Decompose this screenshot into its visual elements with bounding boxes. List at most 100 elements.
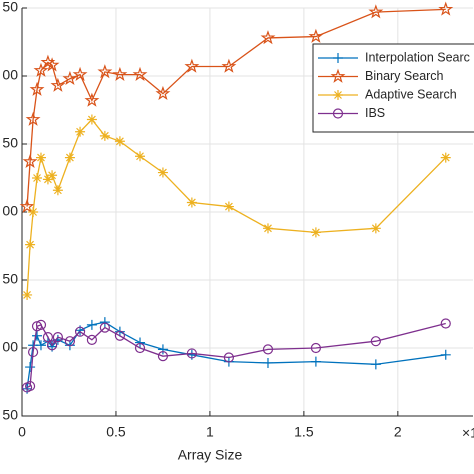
y-tick-label: 50 (2, 0, 18, 15)
x-tick-label: 0 (18, 424, 26, 440)
marker (86, 334, 98, 345)
x-tick-label: 1 (206, 424, 214, 440)
marker (27, 346, 39, 358)
marker (370, 336, 381, 347)
marker (24, 380, 36, 392)
marker (135, 337, 146, 348)
marker (52, 332, 63, 343)
marker (186, 197, 197, 208)
marker (35, 319, 47, 330)
marker (35, 152, 46, 163)
marker (50, 77, 66, 92)
marker (64, 336, 76, 347)
marker (22, 153, 38, 169)
marker (186, 348, 197, 359)
marker (64, 152, 75, 163)
legend-label: Interpolation Searc (365, 50, 470, 64)
x-tick-label: 1.5 (294, 424, 314, 440)
marker (46, 340, 58, 351)
legend-marker (333, 90, 343, 100)
marker (440, 152, 451, 163)
marker (72, 66, 88, 81)
marker (25, 111, 41, 126)
marker (32, 173, 43, 183)
marker (42, 332, 54, 343)
marker (223, 352, 234, 363)
marker (35, 340, 46, 351)
marker (25, 362, 36, 373)
marker (438, 1, 454, 16)
marker (310, 227, 321, 238)
y-tick-label: 00 (2, 67, 18, 83)
marker (157, 167, 168, 178)
marker (33, 62, 49, 77)
marker (135, 151, 146, 162)
marker (84, 92, 100, 107)
plot (19, 1, 454, 394)
marker (370, 359, 381, 370)
y-tick-label: 00 (2, 203, 18, 219)
x-tick-label: 0.5 (106, 424, 126, 440)
x-axis-label: Array Size (178, 447, 243, 463)
marker (132, 66, 148, 81)
legend-marker (332, 108, 344, 119)
x-exponent: ×1 (462, 425, 474, 441)
legend-marker (330, 68, 346, 83)
marker (134, 342, 146, 354)
marker (370, 223, 381, 234)
marker (97, 64, 113, 79)
x-tick-label: 2 (394, 424, 402, 440)
marker (440, 349, 451, 360)
marker (310, 356, 321, 367)
marker (262, 344, 274, 355)
marker (74, 326, 86, 337)
marker (260, 30, 276, 45)
y-tick-label: 50 (2, 135, 18, 151)
marker (99, 322, 110, 333)
marker (25, 239, 36, 250)
marker (32, 330, 43, 341)
legend: Interpolation Searc Binary Search Adaptive… (312, 43, 474, 133)
marker (308, 28, 324, 43)
series-line (26, 118, 447, 295)
marker (44, 57, 60, 72)
marker (99, 130, 110, 141)
series-line (26, 8, 446, 207)
marker (86, 114, 97, 125)
marker (262, 357, 273, 368)
marker (155, 85, 171, 101)
marker (221, 58, 237, 73)
legend-label: Adaptive Search (365, 87, 457, 101)
marker (440, 318, 451, 329)
marker (157, 351, 169, 362)
marker (29, 81, 45, 96)
marker (75, 126, 86, 137)
marker (112, 66, 128, 81)
marker (42, 174, 53, 185)
legend-label: IBS (365, 106, 385, 120)
marker (47, 170, 58, 181)
marker (114, 136, 125, 147)
marker (184, 58, 200, 73)
marker (28, 207, 39, 217)
marker (262, 223, 273, 234)
legend-marker (333, 53, 343, 63)
marker (223, 201, 234, 212)
marker (22, 289, 33, 300)
y-tick-label: 00 (2, 339, 18, 355)
marker (99, 317, 110, 328)
y-tick-label: 50 (2, 271, 18, 287)
marker (310, 342, 322, 354)
marker (19, 198, 35, 213)
marker (114, 330, 126, 341)
marker (157, 344, 168, 355)
series-line (26, 322, 446, 389)
y-tick-label: 50 (2, 407, 18, 423)
legend-label: Binary Search (365, 69, 444, 83)
marker (52, 185, 63, 196)
axes-frame (21, 8, 473, 417)
marker (62, 70, 78, 86)
marker (86, 319, 97, 330)
